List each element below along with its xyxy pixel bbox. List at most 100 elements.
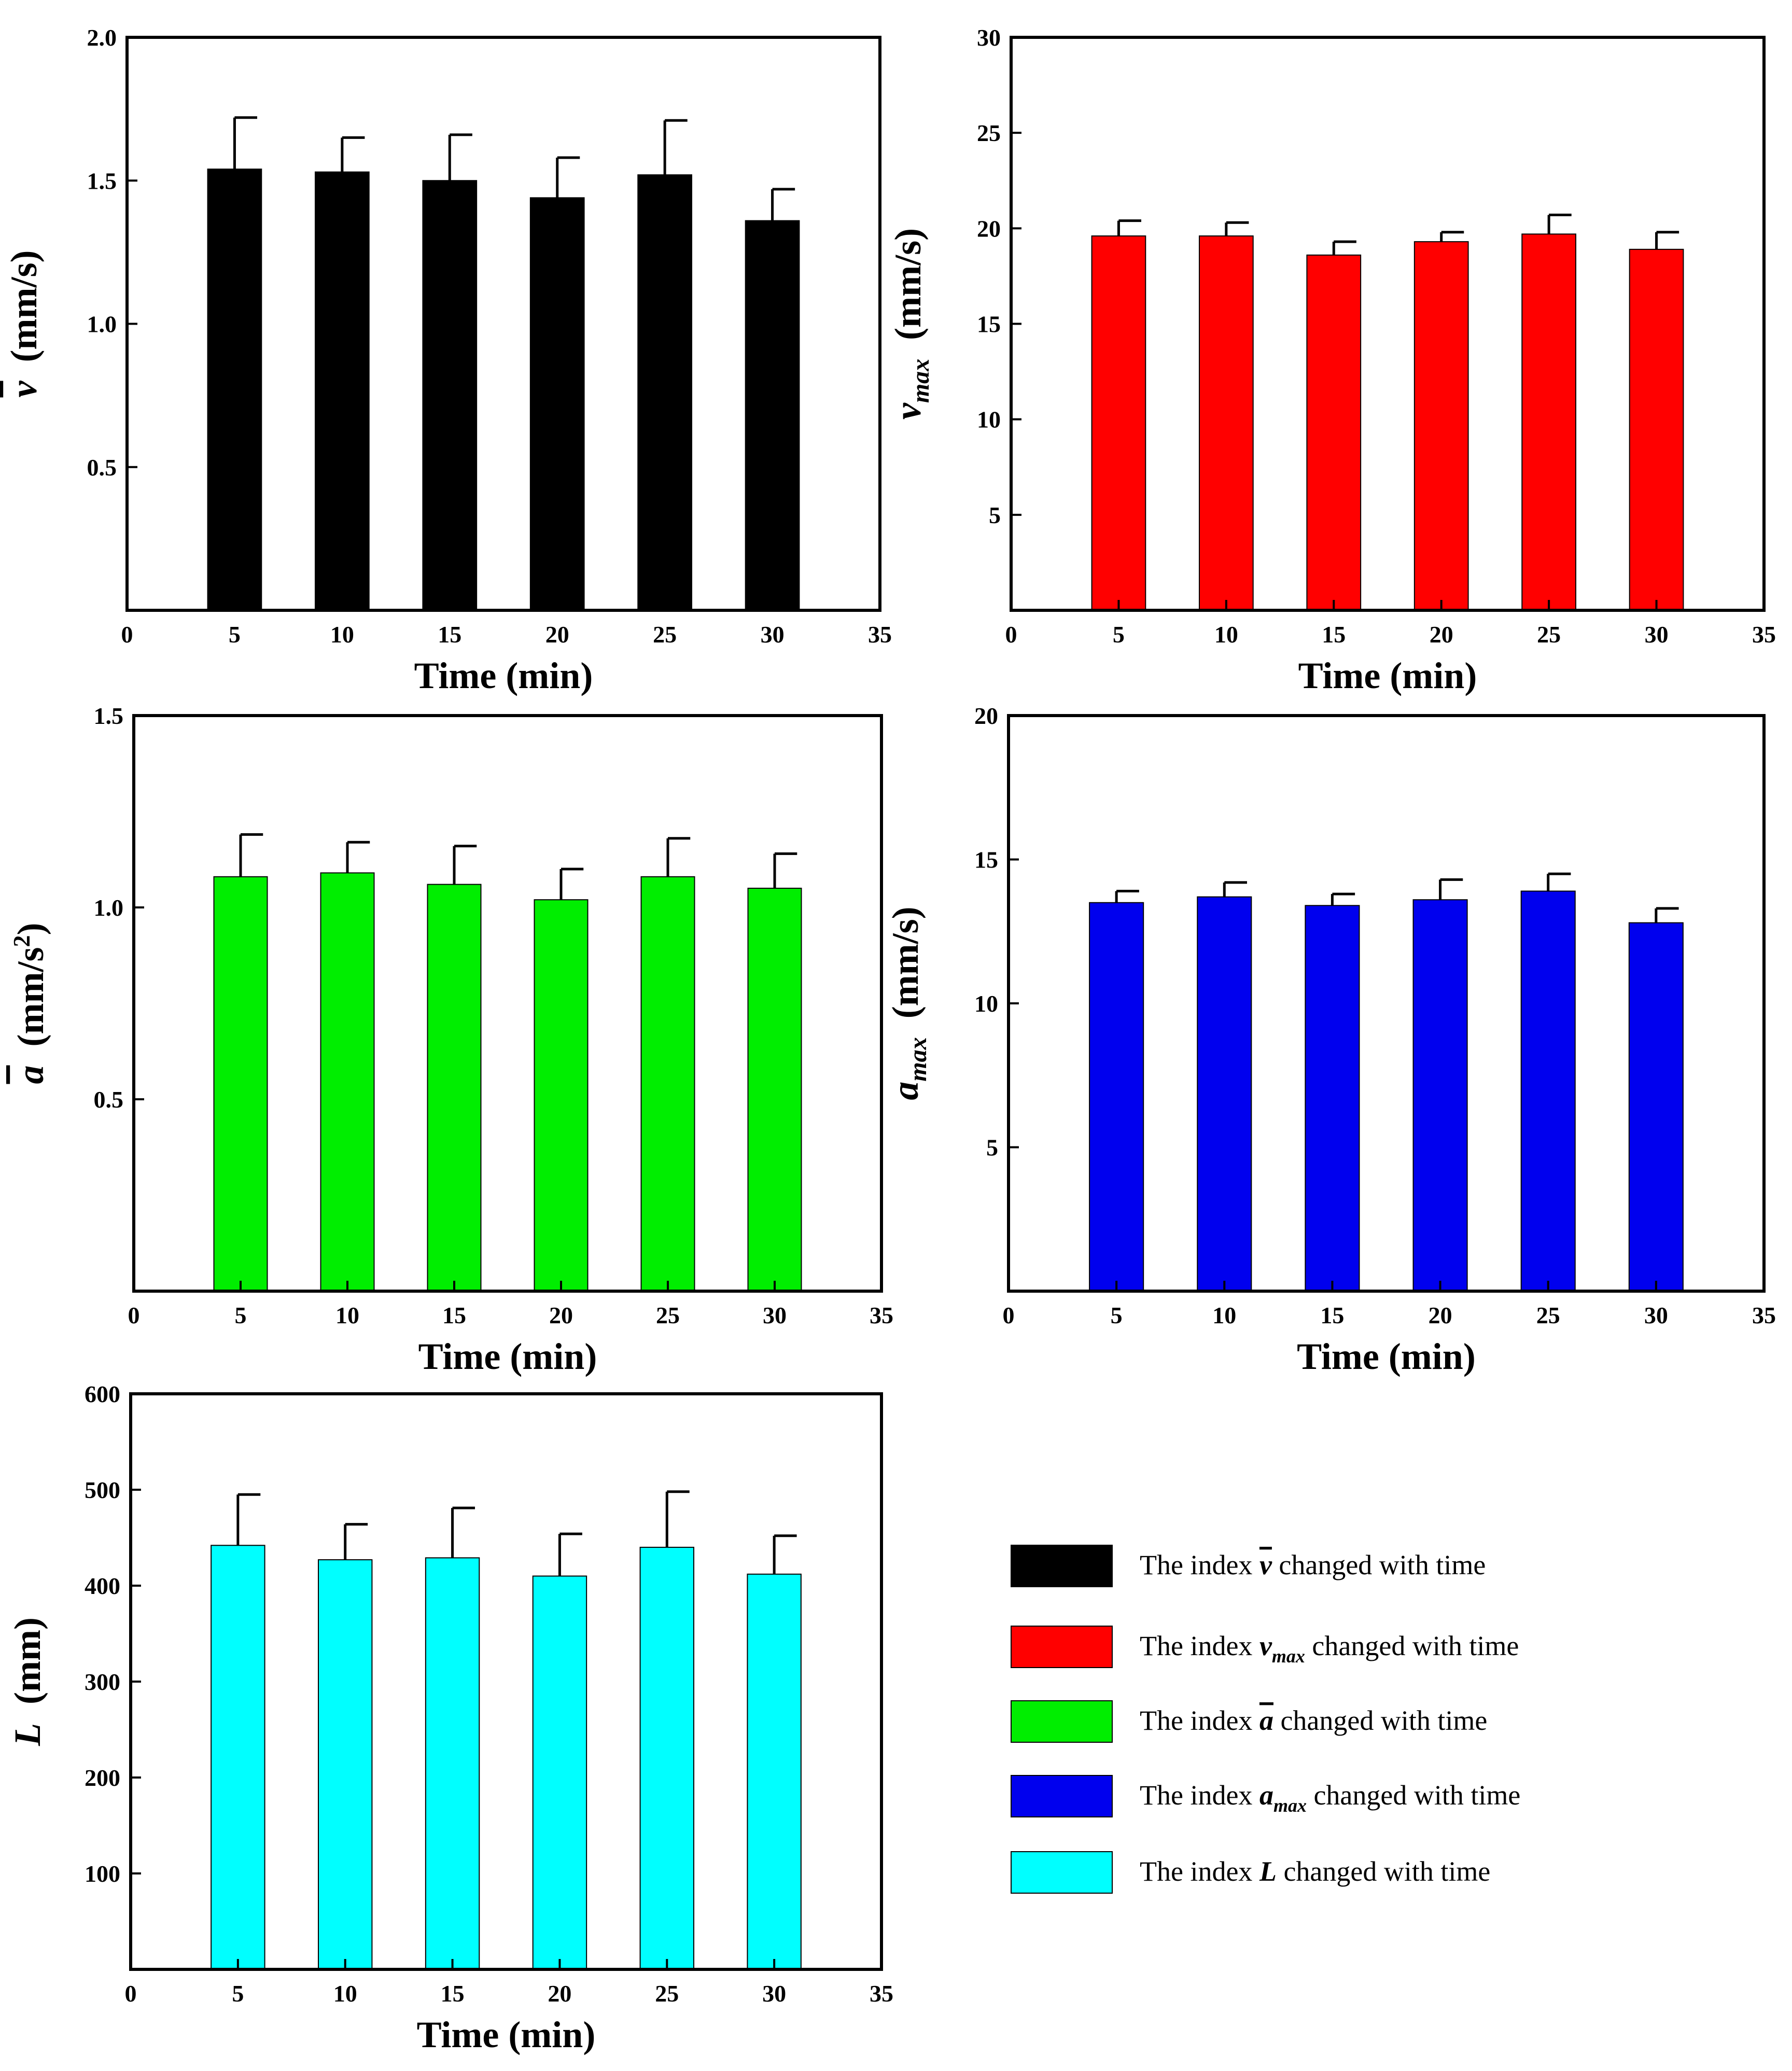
y-tick-label: 5: [986, 1135, 998, 1161]
x-tick-label: 20: [1429, 1302, 1452, 1328]
bar: [1197, 896, 1252, 1292]
bar: [1306, 254, 1362, 611]
y-tick-label: 15: [974, 847, 998, 873]
x-tick-label: 0: [1005, 621, 1017, 648]
y-tick-label: 15: [977, 311, 1001, 338]
bar: [1628, 922, 1684, 1292]
y-axis-title: v (mm/s): [3, 250, 45, 398]
legend-swatch: [1011, 1700, 1113, 1743]
bar: [207, 169, 262, 611]
bar: [1413, 241, 1469, 611]
x-tick-label: 25: [1537, 621, 1561, 648]
legend-swatch: [1011, 1626, 1113, 1668]
x-tick-label: 20: [548, 1980, 571, 2007]
legend-label: The index vmax changed with time: [1140, 1630, 1519, 1667]
x-tick-label: 20: [549, 1302, 573, 1328]
x-tick-label: 15: [1322, 621, 1346, 648]
x-tick-label: 5: [1113, 621, 1125, 648]
legend-label: The index amax changed with time: [1140, 1780, 1520, 1816]
chart-a_max: 0 5 10 15 20 25 30 35 5 10 15 20 Time (min) amax (mm/…: [885, 703, 1776, 1377]
y-tick-label: 20: [974, 703, 998, 729]
bar: [1091, 235, 1146, 611]
bar: [1520, 890, 1576, 1292]
bar: [422, 180, 478, 611]
bar: [1412, 899, 1468, 1292]
bar: [1629, 248, 1684, 611]
plot-frame: [132, 714, 883, 1293]
x-tick-label: 10: [1212, 1302, 1236, 1328]
x-tick-label: 35: [1752, 621, 1776, 648]
x-tick-label: 10: [330, 621, 354, 648]
y-tick-label: 30: [977, 24, 1001, 51]
y-tick-label: 10: [977, 407, 1001, 433]
bar: [320, 872, 375, 1292]
chart-L: 0 5 10 15 20 25 30 35 100 200 300 400 500 600 Time (mi…: [7, 1381, 893, 2055]
x-tick-label: 0: [121, 621, 133, 648]
y-tick-label: 200: [85, 1765, 120, 1791]
bar: [747, 888, 802, 1292]
legend-label: The index L changed with time: [1140, 1856, 1490, 1887]
bar: [213, 876, 268, 1292]
chart-v_mean: 0 5 10 15 20 25 30 35 0.5 1.0 1.5 2.0 Time (min) v (m…: [3, 24, 892, 696]
bar: [318, 1559, 373, 1970]
y-tick-label: 1.5: [87, 167, 117, 194]
y-tick-label: 2.0: [87, 24, 117, 51]
x-tick-label: 30: [1645, 621, 1669, 648]
x-tick-label: 25: [656, 1302, 680, 1328]
y-tick-label: 400: [85, 1573, 120, 1599]
chart-a_mean: 0 5 10 15 20 25 30 35 0.5 1.0 1.5 Time (min) a (mm/s…: [8, 703, 893, 1377]
y-tick-label: 20: [977, 215, 1001, 242]
bar: [532, 1575, 587, 1970]
y-axis-title: amax (mm/s): [885, 906, 932, 1100]
y-tick-label: 1.0: [94, 894, 124, 921]
bar: [1089, 902, 1144, 1292]
x-tick-label: 10: [1214, 621, 1238, 648]
x-tick-label: 30: [763, 1302, 787, 1328]
legend: The index v changed with time The index v…: [1011, 1545, 1520, 1894]
legend-swatch: [1011, 1545, 1113, 1587]
legend-label: The index v changed with time: [1140, 1549, 1486, 1580]
x-tick-label: 15: [442, 1302, 466, 1328]
x-tick-label: 25: [655, 1980, 679, 2007]
x-tick-label: 0: [128, 1302, 140, 1328]
x-tick-label: 35: [1752, 1302, 1776, 1328]
legend-label: The index a changed with time: [1140, 1705, 1487, 1736]
x-tick-label: 35: [870, 1302, 893, 1328]
y-axis-title: L (mm): [7, 1617, 48, 1746]
y-tick-label: 100: [85, 1860, 120, 1887]
bar: [639, 1547, 694, 1970]
bar: [1521, 233, 1576, 611]
x-tick-label: 5: [229, 621, 241, 648]
x-tick-label: 15: [438, 621, 461, 648]
x-axis-title: Time (min): [414, 655, 593, 696]
bar: [1305, 905, 1360, 1292]
y-tick-label: 1.0: [87, 311, 117, 338]
chart-v_max: 0 5 10 15 20 25 30 35 5 10 15 20 25 30 Time (min) vmax …: [887, 24, 1776, 696]
bar: [315, 171, 370, 611]
y-axis-title: vmax (mm/s): [887, 228, 934, 419]
x-tick-label: 30: [761, 621, 785, 648]
bar: [1199, 235, 1254, 611]
x-tick-label: 35: [868, 621, 892, 648]
x-tick-label: 5: [1111, 1302, 1123, 1328]
legend-swatch: [1011, 1851, 1113, 1894]
x-tick-label: 30: [762, 1980, 786, 2007]
bar: [534, 899, 589, 1292]
y-tick-label: 5: [989, 502, 1001, 528]
bar: [427, 884, 482, 1292]
bar: [640, 876, 695, 1292]
bar: [745, 220, 800, 611]
x-tick-label: 30: [1644, 1302, 1668, 1328]
bar: [425, 1557, 480, 1970]
x-tick-label: 5: [235, 1302, 247, 1328]
bar: [747, 1573, 802, 1970]
x-tick-label: 10: [333, 1980, 357, 2007]
legend-swatch: [1011, 1775, 1113, 1817]
x-tick-label: 15: [441, 1980, 465, 2007]
x-tick-label: 0: [125, 1980, 137, 2007]
bar: [529, 197, 585, 611]
x-axis-title: Time (min): [418, 1336, 597, 1377]
x-axis-title: Time (min): [417, 2014, 596, 2055]
x-axis-title: Time (min): [1297, 1336, 1476, 1377]
